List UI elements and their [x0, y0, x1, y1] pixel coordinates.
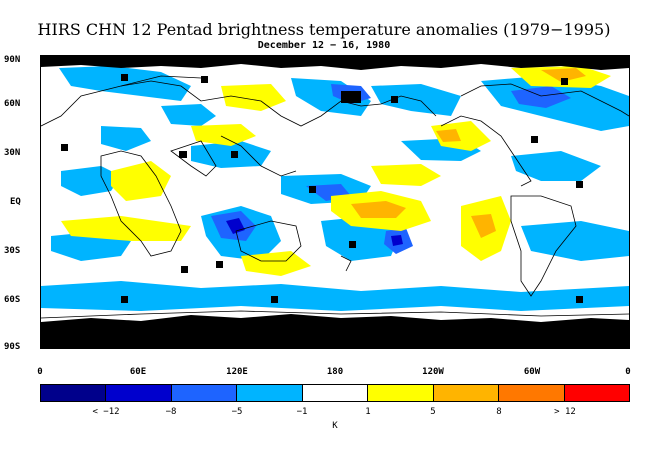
- lat-label-90s: 90S: [4, 342, 21, 352]
- lon-label-120w: 120W: [422, 367, 444, 377]
- lat-label-eq: EQ: [10, 197, 21, 207]
- colorbar-label-3: −5: [231, 407, 243, 417]
- lat-label-30n: 30N: [4, 148, 21, 158]
- coastlines: [41, 75, 629, 319]
- colorbar-segment-8: [499, 385, 565, 401]
- positive-anomaly-orange: [351, 68, 586, 238]
- lon-label-60e: 60E: [129, 367, 147, 377]
- colorbar-segment-1: [41, 385, 107, 401]
- lat-label-90n: 90N: [4, 55, 21, 65]
- colorbar-segment-7: [433, 385, 500, 401]
- colorbar-segment-3: [171, 385, 238, 401]
- anomaly-map: [40, 55, 630, 349]
- colorbar: [40, 384, 630, 402]
- lon-label-0: 0: [37, 367, 43, 377]
- lon-label-60w: 60W: [523, 367, 541, 377]
- colorbar-unit: K: [332, 421, 338, 431]
- missing-data: [41, 56, 629, 348]
- colorbar-segment-6: [368, 385, 434, 401]
- lon-label-120e: 120E: [226, 367, 248, 377]
- colorbar-label-1: < −12: [92, 407, 120, 417]
- colorbar-segment-5: [302, 385, 369, 401]
- lat-label-60n: 60N: [4, 99, 21, 109]
- colorbar-label-7: 8: [496, 407, 502, 417]
- colorbar-label-2: −8: [165, 407, 177, 417]
- colorbar-segment-4: [237, 385, 303, 401]
- lon-label-180: 180: [326, 367, 344, 377]
- colorbar-segment-2: [106, 385, 172, 401]
- colorbar-label-4: −1: [296, 407, 308, 417]
- map-title: HIRS CHN 12 Pentad brightness temperatur…: [37, 20, 611, 39]
- colorbar-label-6: 5: [430, 407, 436, 417]
- lon-label-0-end: 0: [625, 367, 631, 377]
- lat-label-60s: 60S: [4, 295, 21, 305]
- colorbar-segment-9: [564, 385, 629, 401]
- lat-label-30s: 30S: [4, 246, 21, 256]
- map-subtitle: December 12 − 16, 1980: [257, 40, 391, 51]
- colorbar-label-5: 1: [365, 407, 371, 417]
- colorbar-label-8: > 12: [554, 407, 576, 417]
